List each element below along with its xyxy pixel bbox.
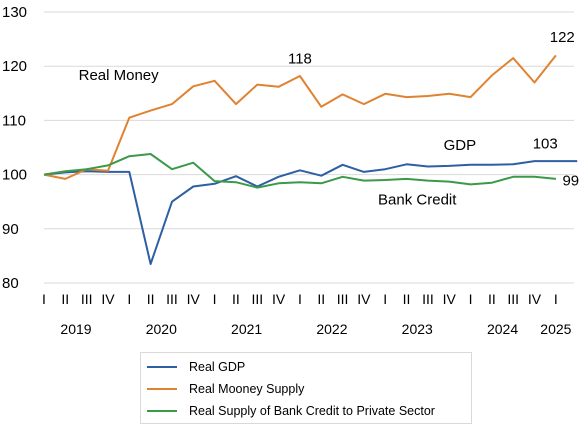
annotation-label: 103 xyxy=(533,136,558,153)
year-label: 2021 xyxy=(231,321,262,337)
legend-label: Real Supply of Bank Credit to Private Se… xyxy=(189,404,435,418)
y-tick-label: 80 xyxy=(2,275,19,292)
x-tick-label: III xyxy=(166,291,178,307)
x-tick-label: IV xyxy=(528,291,542,307)
annotation-label: Bank Credit xyxy=(378,191,457,208)
y-tick-label: 130 xyxy=(2,4,27,21)
x-tick-label: I xyxy=(554,291,558,307)
series-line-1 xyxy=(43,160,578,265)
x-axis: I II III IV I II III IV I II III IV I II III IV I II III IV… xyxy=(42,291,572,337)
y-tick-label: 120 xyxy=(2,58,27,75)
legend-item-real-money-supply: Real Mooney Supply xyxy=(147,379,304,399)
x-tick-label: IV xyxy=(272,291,286,307)
year-label: 2025 xyxy=(540,321,571,337)
x-tick-label: I xyxy=(298,291,302,307)
annotation-label: 122 xyxy=(550,29,575,46)
year-label: 2022 xyxy=(316,321,347,337)
x-tick-label: II xyxy=(403,291,411,307)
y-tick-label: 110 xyxy=(2,112,26,129)
x-tick-label: I xyxy=(383,291,387,307)
legend-swatch xyxy=(147,366,177,368)
x-tick-label: IV xyxy=(357,291,371,307)
grid-lines xyxy=(44,11,574,284)
x-tick-label: III xyxy=(81,291,93,307)
x-tick-label: III xyxy=(337,291,349,307)
annotation-label: GDP xyxy=(444,137,477,154)
annotation-label: 118 xyxy=(288,50,312,67)
legend-item-real-gdp: Real GDP xyxy=(147,357,245,377)
legend-label: Real GDP xyxy=(189,360,246,374)
annotation-label: 99 xyxy=(562,172,579,189)
x-tick-label: III xyxy=(422,291,434,307)
annotation-label: Real Money xyxy=(79,67,160,84)
x-tick-label: I xyxy=(127,291,131,307)
legend: Real GDP Real Mooney Supply Real Supply … xyxy=(140,352,472,424)
year-label: 2023 xyxy=(402,321,433,337)
y-axis: 80 90 100 110 120 130 xyxy=(2,4,27,292)
x-tick-label: IV xyxy=(443,291,457,307)
legend-label: Real Mooney Supply xyxy=(189,382,305,396)
year-label: 2019 xyxy=(60,321,91,337)
y-tick-label: 90 xyxy=(2,221,19,238)
legend-item-bank-credit: Real Supply of Bank Credit to Private Se… xyxy=(147,401,435,421)
series-lines xyxy=(43,54,578,265)
y-tick-label: 100 xyxy=(2,167,27,184)
x-tick-label: II xyxy=(488,291,496,307)
x-tick-label: I xyxy=(213,291,217,307)
x-tick-label: II xyxy=(147,291,155,307)
x-tick-label: II xyxy=(232,291,240,307)
x-tick-label: III xyxy=(507,291,519,307)
x-tick-label: II xyxy=(61,291,69,307)
x-tick-label: IV xyxy=(187,291,201,307)
x-tick-label: II xyxy=(317,291,325,307)
x-tick-label: I xyxy=(469,291,473,307)
year-label: 2020 xyxy=(146,321,177,337)
x-tick-label: IV xyxy=(101,291,115,307)
series-line-3 xyxy=(43,153,556,189)
x-tick-label: III xyxy=(251,291,263,307)
annotations: Real Money 118 122 GDP 103 Bank Credit 99 xyxy=(79,29,580,209)
legend-swatch xyxy=(147,410,177,412)
year-label: 2024 xyxy=(487,321,518,337)
legend-swatch xyxy=(147,388,177,390)
series-line-2 xyxy=(43,54,557,180)
x-tick-label: I xyxy=(42,291,46,307)
